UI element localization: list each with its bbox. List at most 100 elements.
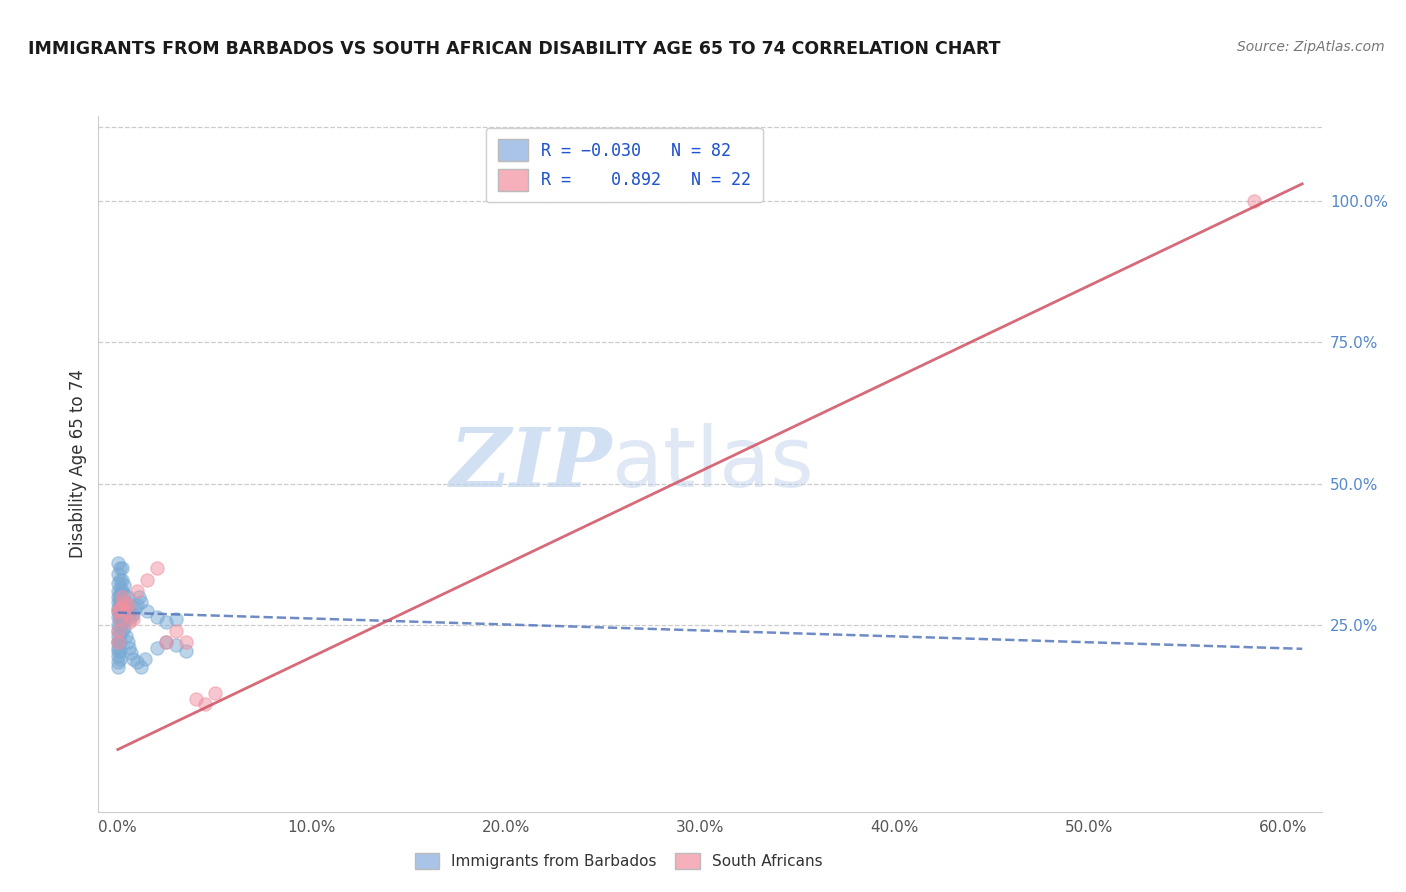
Point [155,635,177,649]
Point [107,584,129,599]
Point [107,640,129,655]
Point [108,582,131,596]
Point [108,561,131,575]
Point [112,607,135,621]
Point [107,609,129,624]
Point [107,567,129,582]
Point [111,592,134,607]
Point [108,609,131,624]
Point [129,660,152,674]
Point [107,635,129,649]
Point [107,624,129,638]
Text: IMMIGRANTS FROM BARBADOS VS SOUTH AFRICAN DISABILITY AGE 65 TO 74 CORRELATION CH: IMMIGRANTS FROM BARBADOS VS SOUTH AFRICA… [28,40,1001,58]
Point [134,652,156,666]
Point [136,573,159,587]
Point [111,590,134,604]
Point [107,660,129,674]
Point [145,609,167,624]
Point [194,698,217,712]
Point [117,599,139,613]
Point [117,590,139,604]
Point [136,604,159,618]
Point [107,618,129,632]
Point [108,599,131,613]
Point [108,601,131,615]
Point [107,643,129,657]
Point [111,601,134,615]
Text: atlas: atlas [612,424,814,504]
Point [111,607,134,621]
Point [107,655,129,669]
Point [108,618,131,632]
Point [108,612,131,626]
Y-axis label: Disability Age 65 to 74: Disability Age 65 to 74 [69,369,87,558]
Point [165,638,187,652]
Point [107,590,129,604]
Point [111,573,134,587]
Point [114,604,136,618]
Point [107,575,129,590]
Point [108,626,131,640]
Point [118,607,141,621]
Point [108,595,131,609]
Point [184,691,207,706]
Point [165,612,187,626]
Point [108,607,131,621]
Point [122,607,145,621]
Point [117,635,139,649]
Legend: Immigrants from Barbados, South Africans: Immigrants from Barbados, South Africans [409,847,828,875]
Point [107,604,129,618]
Point [118,640,141,655]
Point [165,624,187,638]
Point [111,615,134,630]
Point [174,635,197,649]
Point [108,590,131,604]
Point [111,601,134,615]
Point [112,587,135,601]
Point [120,609,142,624]
Point [127,655,149,669]
Legend: R = −0.030   N = 82, R =    0.892   N = 22: R = −0.030 N = 82, R = 0.892 N = 22 [486,128,762,202]
Point [107,556,129,570]
Point [129,595,152,609]
Text: ZIP: ZIP [450,424,612,504]
Point [112,621,135,635]
Point [112,601,135,615]
Point [112,578,135,592]
Point [112,595,135,609]
Point [112,615,135,630]
Point [127,599,149,613]
Point [108,587,131,601]
Point [107,604,129,618]
Point [111,584,134,599]
Point [127,584,149,599]
Point [111,607,134,621]
Point [114,595,136,609]
Point [111,624,134,638]
Point [122,612,145,626]
Point [108,612,131,626]
Point [107,635,129,649]
Point [107,649,129,664]
Point [174,643,197,657]
Point [128,590,150,604]
Point [108,601,131,615]
Point [108,635,131,649]
Point [107,624,129,638]
Point [1243,194,1265,208]
Point [145,561,167,575]
Point [114,629,136,643]
Point [122,652,145,666]
Point [107,635,129,649]
Point [155,635,177,649]
Point [107,629,129,643]
Point [107,595,129,609]
Point [111,612,134,626]
Point [108,643,131,657]
Point [120,646,142,660]
Point [111,561,134,575]
Point [117,601,139,615]
Point [107,601,129,615]
Text: Source: ZipAtlas.com: Source: ZipAtlas.com [1237,40,1385,54]
Point [155,615,177,630]
